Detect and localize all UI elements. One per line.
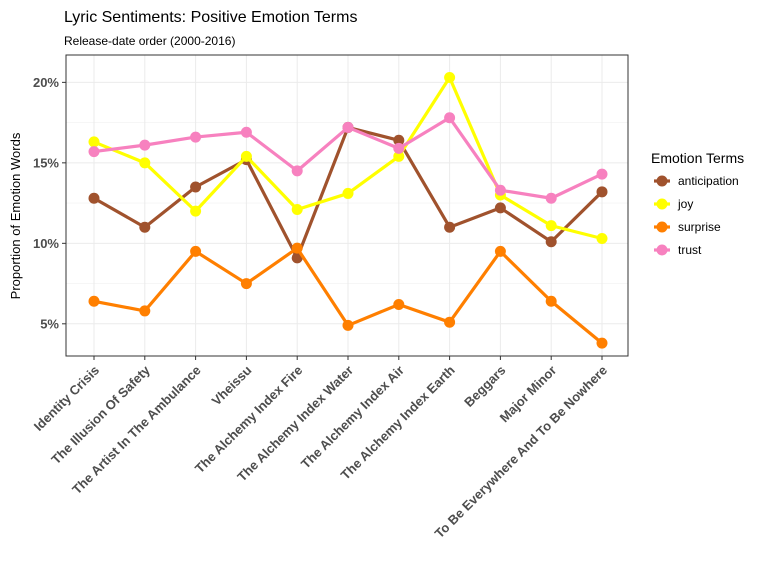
legend-item-joy: joy <box>654 197 693 211</box>
legend: Emotion Terms anticipation joy surprise tru… <box>651 150 744 257</box>
legend-item-surprise: surprise <box>654 220 721 234</box>
data-point-trust <box>596 168 608 180</box>
data-point-surprise <box>139 305 151 317</box>
data-point-surprise <box>596 337 608 349</box>
data-point-surprise <box>545 295 557 307</box>
legend-key-point <box>656 221 668 233</box>
data-point-joy <box>444 72 456 84</box>
data-point-trust <box>545 192 557 204</box>
data-point-anticipation <box>393 134 405 146</box>
data-point-surprise <box>342 319 354 331</box>
data-point-surprise <box>494 245 506 257</box>
data-point-surprise <box>291 242 303 254</box>
data-point-joy <box>545 220 557 232</box>
data-point-joy <box>88 136 100 148</box>
data-point-joy <box>240 150 252 162</box>
chart-subtitle: Release-date order (2000-2016) <box>64 34 235 48</box>
x-tick-label: Vheissu <box>209 362 255 408</box>
legend-label: anticipation <box>678 174 739 188</box>
data-point-joy <box>393 150 405 162</box>
plot-background <box>66 55 628 356</box>
x-tick-label: The Alchemy Index Air <box>298 363 407 472</box>
legend-key-point <box>656 175 668 187</box>
data-point-joy <box>342 187 354 199</box>
data-point-joy <box>596 232 608 244</box>
legend-label: joy <box>677 197 693 211</box>
data-point-anticipation <box>444 221 456 233</box>
data-point-trust <box>291 165 303 177</box>
data-point-trust <box>342 121 354 133</box>
data-point-trust <box>88 146 100 158</box>
y-tick-label: 15% <box>33 155 59 170</box>
data-point-trust <box>139 139 151 151</box>
legend-item-trust: trust <box>654 243 702 257</box>
chart-title: Lyric Sentiments: Positive Emotion Terms <box>64 9 357 26</box>
data-point-surprise <box>240 278 252 290</box>
data-point-anticipation <box>88 192 100 204</box>
y-axis-label: Proportion of Emotion Words <box>8 132 23 299</box>
data-point-joy <box>139 157 151 169</box>
series-layer <box>65 54 629 357</box>
data-point-trust <box>240 126 252 138</box>
legend-key-point <box>656 244 668 256</box>
legend-item-anticipation: anticipation <box>654 174 739 188</box>
series-joy <box>88 72 608 244</box>
series-trust <box>88 112 608 204</box>
data-point-anticipation <box>494 202 506 214</box>
x-tick-label: Beggars <box>461 363 508 410</box>
legend-label: trust <box>678 243 702 257</box>
plot-area <box>66 55 628 356</box>
data-point-anticipation <box>139 221 151 233</box>
data-point-trust <box>494 184 506 196</box>
data-point-anticipation <box>545 236 557 248</box>
data-point-trust <box>190 131 202 143</box>
x-tick-label: The Illusion Of Safety <box>48 362 153 467</box>
plot-border <box>65 54 629 357</box>
data-point-joy <box>190 205 202 217</box>
data-point-surprise <box>190 245 202 257</box>
data-point-joy <box>291 204 303 216</box>
data-point-surprise <box>393 298 405 310</box>
y-tick-label: 10% <box>33 236 59 251</box>
y-tick-label: 20% <box>33 75 59 90</box>
data-point-anticipation <box>190 181 202 193</box>
y-axis: 5% 10% 15% 20% <box>33 75 66 331</box>
legend-title: Emotion Terms <box>651 150 744 166</box>
series-surprise <box>88 242 608 349</box>
legend-key-point <box>656 198 668 210</box>
data-point-surprise <box>88 295 100 307</box>
y-tick-label: 5% <box>40 316 59 331</box>
data-point-trust <box>393 142 405 154</box>
legend-label: surprise <box>678 220 721 234</box>
data-point-trust <box>444 112 456 124</box>
data-point-surprise <box>444 316 456 328</box>
data-point-anticipation <box>596 186 608 198</box>
